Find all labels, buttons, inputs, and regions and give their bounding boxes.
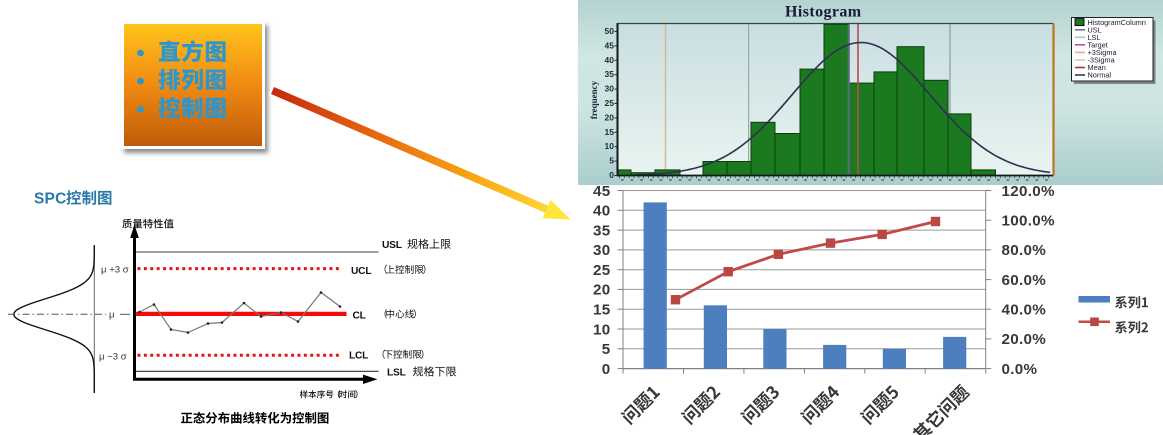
- svg-text:40: 40: [605, 55, 615, 65]
- svg-text:10: 10: [593, 321, 611, 338]
- svg-text:USL: USL: [382, 240, 402, 251]
- svg-text:120.0%: 120.0%: [1002, 183, 1056, 200]
- svg-text:10: 10: [605, 141, 615, 151]
- svg-text:frequency: frequency: [589, 80, 599, 119]
- svg-text:30: 30: [593, 242, 611, 259]
- svg-text:45: 45: [605, 40, 615, 50]
- svg-text:LSL: LSL: [387, 368, 406, 379]
- svg-text:Histogram: Histogram: [785, 3, 862, 20]
- svg-text:CL: CL: [353, 311, 366, 322]
- svg-text:45: 45: [593, 183, 611, 200]
- svg-text:SPC: SPC: [34, 191, 66, 208]
- svg-text:30: 30: [605, 84, 615, 94]
- svg-text:40: 40: [593, 203, 611, 220]
- svg-text:15: 15: [605, 127, 615, 137]
- svg-text:LCL: LCL: [349, 351, 368, 362]
- svg-text:35: 35: [593, 222, 611, 239]
- svg-text:20: 20: [605, 112, 615, 122]
- svg-text:Normal: Normal: [1088, 71, 1112, 80]
- svg-text:0.0%: 0.0%: [1002, 361, 1038, 378]
- svg-text:25: 25: [593, 262, 611, 279]
- svg-text:0: 0: [602, 361, 611, 378]
- svg-text:LSL: LSL: [1088, 33, 1101, 42]
- svg-text:80.0%: 80.0%: [1002, 242, 1047, 259]
- svg-text:100.0%: 100.0%: [1002, 213, 1056, 230]
- svg-text:20.0%: 20.0%: [1002, 331, 1047, 348]
- svg-text:40.0%: 40.0%: [1002, 302, 1047, 319]
- svg-text:15: 15: [593, 302, 611, 319]
- svg-text:60.0%: 60.0%: [1002, 272, 1047, 289]
- svg-text:20: 20: [593, 282, 611, 299]
- svg-text:UCL: UCL: [351, 266, 371, 277]
- svg-text:Target: Target: [1088, 40, 1108, 49]
- svg-text:50: 50: [605, 26, 615, 36]
- svg-text:HistogramColumn: HistogramColumn: [1088, 18, 1146, 27]
- svg-text:μ: μ: [109, 310, 115, 321]
- svg-text:0: 0: [609, 170, 614, 180]
- svg-text:5: 5: [602, 341, 611, 358]
- svg-text:+3Sigma: +3Sigma: [1088, 48, 1118, 57]
- svg-text:35: 35: [605, 69, 615, 79]
- svg-text:25: 25: [605, 98, 615, 108]
- svg-text:μ −3 σ: μ −3 σ: [99, 352, 127, 363]
- svg-text:USL: USL: [1088, 25, 1102, 34]
- svg-text:5: 5: [609, 156, 614, 166]
- svg-text:μ +3 σ: μ +3 σ: [101, 265, 129, 276]
- svg-text:Mean: Mean: [1088, 63, 1106, 72]
- svg-text:-3Sigma: -3Sigma: [1088, 56, 1116, 65]
